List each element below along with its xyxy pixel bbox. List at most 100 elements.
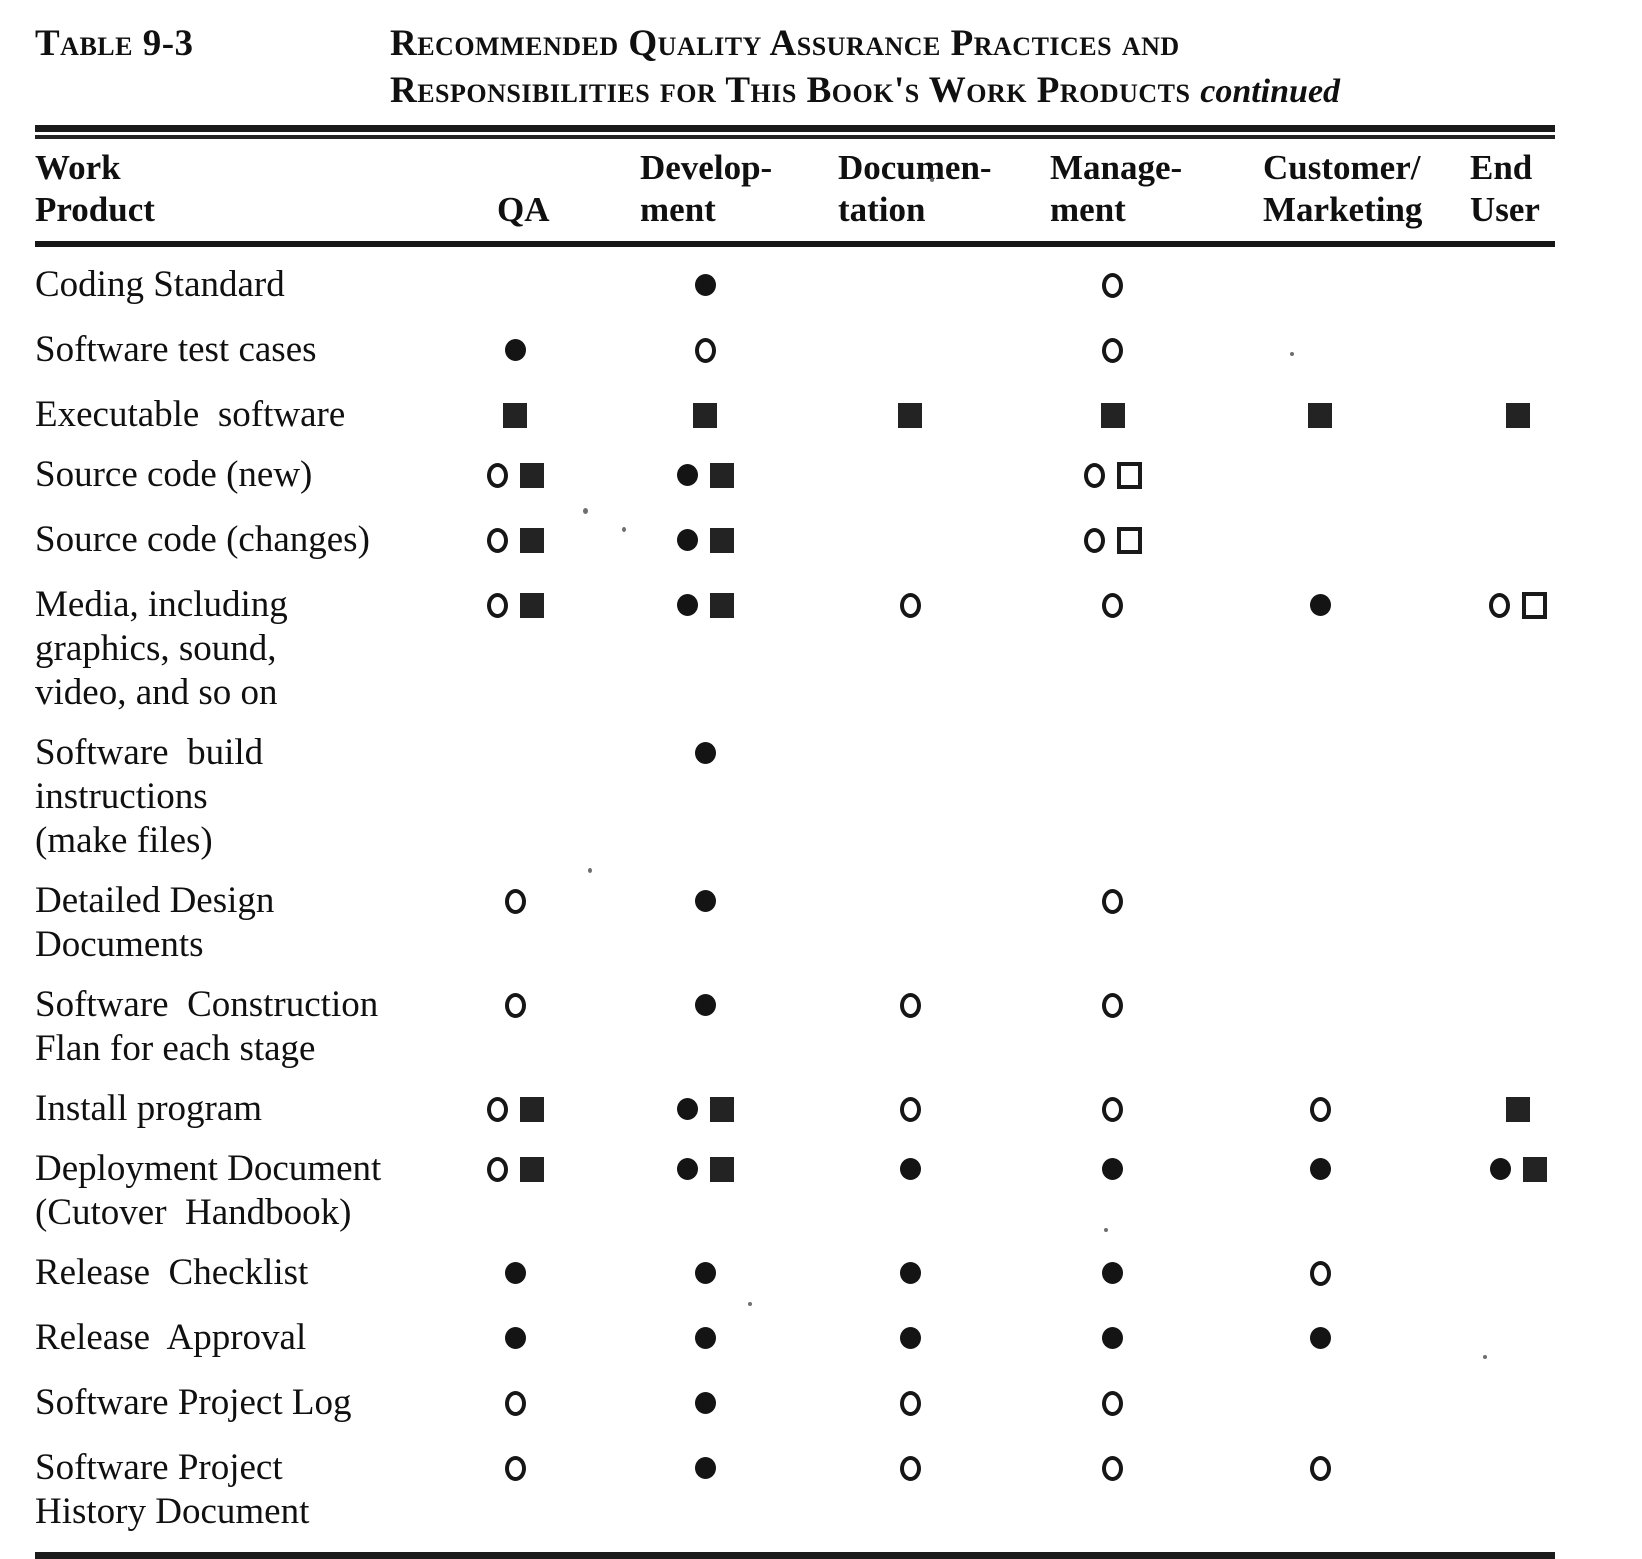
- open-circle-icon: [1102, 337, 1123, 363]
- symbol-group: [1102, 983, 1123, 1027]
- responsibility-cell: [810, 393, 1010, 453]
- work-product-line: Release Approval: [35, 1317, 307, 1358]
- header-line: Documen-: [838, 148, 992, 187]
- scan-speck: [583, 508, 588, 514]
- symbol-group: [1309, 583, 1331, 627]
- symbol-group: [676, 1087, 734, 1131]
- open-circle-icon: [1102, 1455, 1123, 1481]
- responsibility-cell: [1010, 879, 1215, 983]
- work-product-line: instructions: [35, 776, 208, 817]
- responsibility-cell: [810, 453, 1010, 518]
- responsibility-cell: [1010, 328, 1215, 393]
- responsibility-cell: [600, 983, 810, 1087]
- responsibility-cell: [1425, 1316, 1555, 1381]
- responsibility-cell: [1010, 1446, 1215, 1550]
- symbol-group: [899, 983, 921, 1027]
- symbol-group: [1489, 1147, 1547, 1191]
- symbol-group: [1102, 879, 1123, 923]
- responsibility-cell: [450, 731, 600, 879]
- responsibility-cell: [600, 1087, 810, 1147]
- header-line: Marketing: [1263, 190, 1423, 229]
- responsibility-cell: [450, 393, 600, 453]
- open-circle-icon: [899, 592, 921, 618]
- work-product-label: Release Approval: [35, 1316, 450, 1381]
- scan-speck: [748, 1302, 752, 1306]
- table-row: Deployment Document (Cutover Handbook): [35, 1147, 1555, 1251]
- responsibility-cell: [1425, 518, 1555, 583]
- work-product-line: Deployment Document: [35, 1148, 382, 1189]
- symbol-group: [676, 1147, 734, 1191]
- column-header-customer-marketing: Customer/ Marketing: [1215, 139, 1425, 247]
- symbol-group: [898, 393, 922, 437]
- symbol-group: [899, 1147, 921, 1191]
- work-product-label: Executable software: [35, 393, 450, 453]
- open-circle-icon: [1309, 1455, 1331, 1481]
- responsibility-cell: [1425, 453, 1555, 518]
- work-product-line: Executable software: [35, 394, 346, 435]
- symbol-group: [676, 518, 734, 562]
- filled-circle-icon: [676, 594, 698, 616]
- symbol-group: [1100, 393, 1125, 437]
- symbol-group: [1102, 583, 1123, 627]
- filled-square-icon: [1522, 1156, 1547, 1182]
- responsibility-cell: [1425, 879, 1555, 983]
- header-line: Work: [35, 148, 121, 187]
- symbol-group: [694, 1251, 716, 1295]
- responsibility-cell: [1425, 1446, 1555, 1550]
- responsibility-cell: [1425, 1251, 1555, 1316]
- work-product-label: Software test cases: [35, 328, 450, 393]
- symbol-group: [503, 393, 527, 437]
- responsibility-cell: [450, 1381, 600, 1446]
- responsibility-cell: [1425, 1381, 1555, 1446]
- table-title-line1: Recommended Quality Assurance Practices …: [390, 23, 1180, 64]
- column-header-development: Develop- ment: [600, 139, 810, 247]
- open-circle-icon: [1083, 462, 1105, 488]
- responsibility-cell: [450, 1087, 600, 1147]
- column-header-end-user: End User: [1425, 139, 1555, 247]
- responsibility-cell: [1215, 244, 1425, 328]
- table-title-line2-text: Responsibilities for This Book's Work Pr…: [390, 70, 1191, 111]
- responsibility-cell: [1425, 983, 1555, 1087]
- symbol-group: [504, 983, 526, 1027]
- table-number-label: Table 9-3: [35, 23, 194, 64]
- responsibility-cell: [600, 328, 810, 393]
- open-square-icon: [1116, 461, 1142, 489]
- open-circle-icon: [1102, 888, 1123, 914]
- filled-circle-icon: [504, 1262, 526, 1284]
- symbol-group: [694, 879, 716, 923]
- responsibility-cell: [1215, 1147, 1425, 1251]
- responsibility-cell: [1010, 731, 1215, 879]
- symbol-group: [899, 583, 921, 627]
- table-row: Install program: [35, 1087, 1555, 1147]
- responsibility-cell: [450, 583, 600, 731]
- table-title: Recommended Quality Assurance Practices …: [390, 20, 1555, 115]
- header-row: Work Product QA Develop- ment Documen- t…: [35, 139, 1555, 247]
- header-line: QA: [497, 190, 550, 229]
- work-product-line: Install program: [35, 1088, 263, 1129]
- responsibility-cell: [1215, 1381, 1425, 1446]
- symbol-group: [1102, 1147, 1123, 1191]
- filled-circle-icon: [1309, 594, 1331, 616]
- open-circle-icon: [1309, 1096, 1331, 1122]
- filled-circle-icon: [676, 1098, 698, 1120]
- symbol-group: [694, 983, 716, 1027]
- open-circle-icon: [1309, 1260, 1331, 1286]
- symbol-group: [1309, 1446, 1331, 1490]
- work-product-label: Software Project Log: [35, 1381, 450, 1446]
- qa-responsibility-table: Work Product QA Develop- ment Documen- t…: [35, 139, 1555, 1550]
- filled-circle-icon: [1102, 1262, 1123, 1284]
- responsibility-cell: [1425, 583, 1555, 731]
- work-product-line: Software test cases: [35, 329, 317, 370]
- filled-circle-icon: [694, 742, 716, 764]
- bottom-rule: [35, 1552, 1555, 1559]
- work-product-label: Software build instructions (make files): [35, 731, 450, 879]
- work-product-label: Coding Standard: [35, 244, 450, 328]
- responsibility-cell: [450, 518, 600, 583]
- responsibility-cell: [600, 731, 810, 879]
- responsibility-cell: [1215, 583, 1425, 731]
- symbol-group: [1506, 1087, 1530, 1131]
- responsibility-cell: [450, 1446, 600, 1550]
- open-circle-icon: [1102, 592, 1123, 618]
- filled-circle-icon: [504, 339, 526, 361]
- symbol-group: [1309, 1147, 1331, 1191]
